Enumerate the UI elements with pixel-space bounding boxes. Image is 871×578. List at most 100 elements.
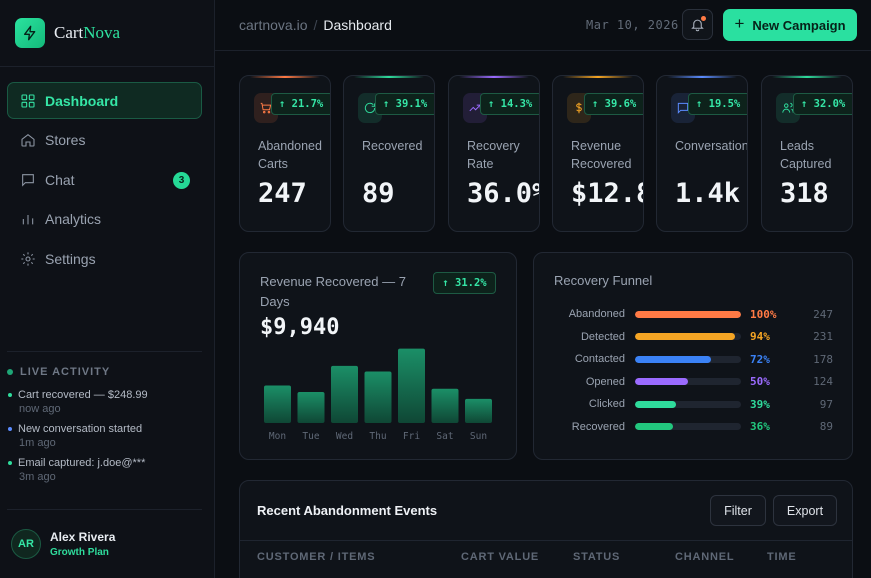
stat-card[interactable]: ↑ 39.6% Revenue Recovered $12.8: [552, 75, 644, 232]
stat-label: Conversations: [675, 139, 748, 153]
column-header-cart-value[interactable]: CART VALUE: [461, 551, 540, 563]
stat-card[interactable]: ↑ 14.3% Recovery Rate 36.0%: [448, 75, 540, 232]
sidebar-item-dashboard[interactable]: Dashboard: [7, 82, 202, 119]
card-accent: [667, 76, 737, 78]
stat-delta-badge: ↑ 14.3%: [480, 93, 539, 115]
chart-tick-label: Sat: [436, 431, 453, 442]
stat-delta-badge: ↑ 32.0%: [793, 93, 852, 115]
activity-dot: [8, 393, 12, 397]
stat-delta-badge: ↑ 39.6%: [584, 93, 643, 115]
breadcrumb-root[interactable]: cartnova.io: [239, 17, 308, 33]
notifications-button[interactable]: [682, 9, 713, 40]
stat-delta-badge: ↑ 39.1%: [375, 93, 434, 115]
bar-chart-icon: [22, 215, 34, 225]
stat-card[interactable]: ↑ 39.1% Recovered 89: [343, 75, 435, 232]
sidebar-item-chat[interactable]: Chat 3: [7, 161, 202, 198]
stat-value: 36.0%: [467, 178, 539, 209]
brand-name: CartNova: [54, 23, 121, 42]
chart-bar-sun[interactable]: [465, 398, 492, 423]
activity-time: 3m ago: [19, 471, 56, 483]
chart-tick-label: Wed: [336, 431, 353, 442]
current-date: Mar 10, 2026: [586, 18, 679, 32]
filter-button[interactable]: Filter: [710, 495, 766, 526]
sidebar-item-analytics[interactable]: Analytics: [7, 201, 202, 238]
column-header-status[interactable]: STATUS: [573, 551, 621, 563]
funnel-bar-track: [635, 333, 741, 340]
card-accent: [459, 76, 529, 78]
sidebar-divider: [7, 351, 202, 352]
stat-card[interactable]: ↑ 19.5% Conversations 1.4k: [656, 75, 748, 232]
funnel-count: 89: [819, 420, 833, 433]
sidebar-item-settings[interactable]: Settings: [7, 240, 202, 277]
activity-dot: [8, 427, 12, 431]
funnel-bar-fill: [635, 378, 688, 385]
funnel-label: Recovered: [571, 420, 625, 433]
chart-bar-sat[interactable]: [431, 388, 459, 423]
activity-text: Cart recovered — $248.99: [18, 389, 148, 401]
new-campaign-button[interactable]: + New Campaign: [723, 9, 857, 41]
live-activity: LIVE ACTIVITY Cart recovered — $248.99 n…: [7, 366, 207, 491]
funnel-count: 247: [813, 307, 833, 321]
stat-card[interactable]: ↑ 21.7% Abandoned Carts 247: [239, 75, 331, 232]
activity-dot: [8, 461, 12, 465]
sidebar-item-label: Settings: [45, 250, 96, 267]
revenue-total: $9,940: [260, 315, 340, 340]
revenue-delta-badge: ↑ 31.2%: [433, 272, 496, 294]
sidebar: CartNova Dashboard Stores Chat 3 Analyti…: [0, 0, 215, 578]
stat-value: 89: [362, 178, 395, 209]
funnel-row-abandoned: Abandoned 100% 247: [534, 306, 852, 322]
chat-icon: [22, 173, 34, 187]
activity-text: Email captured: j.doe@***: [18, 457, 146, 469]
stat-value: 1.4k: [675, 178, 741, 209]
funnel-bar-track: [635, 400, 741, 408]
column-header-time[interactable]: TIME: [767, 551, 797, 563]
funnel-row-detected: Detected 94% 231: [534, 329, 852, 345]
funnel-bar-track: [635, 423, 741, 430]
chart-bar-mon[interactable]: [264, 385, 291, 424]
user-profile[interactable]: AR Alex Rivera Growth Plan: [11, 529, 115, 559]
activity-time: now ago: [19, 403, 61, 415]
funnel-label: Clicked: [588, 398, 625, 410]
activity-text: New conversation started: [18, 423, 143, 435]
card-accent: [772, 76, 842, 78]
activity-time: 1m ago: [19, 437, 56, 449]
grid-icon: [21, 93, 35, 108]
stat-label: Abandoned Carts: [258, 139, 322, 171]
lightning-icon: [15, 18, 45, 48]
funnel-percent: 94%: [750, 330, 770, 343]
live-indicator: [7, 369, 13, 375]
chart-bar-tue[interactable]: [297, 392, 325, 423]
sidebar-item-stores[interactable]: Stores: [7, 122, 202, 159]
funnel-row-contacted: Contacted 72% 178: [534, 351, 852, 367]
brand[interactable]: CartNova: [15, 18, 120, 48]
funnel-bar-fill: [635, 355, 712, 363]
funnel-label: Abandoned: [568, 308, 625, 320]
funnel-bar-track: [635, 310, 741, 318]
recent-events-table: Recent Abandonment Events Filter Export …: [239, 480, 853, 578]
funnel-percent: 36%: [750, 420, 770, 433]
export-button[interactable]: Export: [773, 495, 837, 526]
funnel-percent: 100%: [750, 307, 777, 321]
column-header-channel[interactable]: CHANNEL: [675, 551, 735, 563]
sidebar-item-label: Stores: [45, 132, 86, 148]
breadcrumb-separator: /: [313, 17, 318, 33]
funnel-row-clicked: Clicked 39% 97: [534, 396, 852, 412]
stat-value: 247: [258, 178, 307, 209]
page-title: Dashboard: [323, 17, 392, 33]
stat-card[interactable]: ↑ 32.0% Leads Captured 318: [761, 75, 853, 232]
chart-bar-fri[interactable]: [398, 348, 425, 423]
chart-bar-thu[interactable]: [364, 371, 392, 423]
plus-icon: +: [734, 14, 745, 33]
chart-tick-label: Sun: [470, 431, 487, 442]
funnel-count: 231: [813, 330, 833, 343]
activity-item: New conversation started 1m ago: [7, 423, 207, 449]
notification-dot: [701, 16, 706, 21]
stat-label: Leads Captured: [780, 139, 832, 171]
column-header-customer[interactable]: CUSTOMER / ITEMS: [257, 551, 376, 563]
stat-delta-badge: ↑ 21.7%: [271, 93, 330, 115]
chart-tick-label: Fri: [403, 431, 420, 442]
stat-value: $12.8: [571, 178, 643, 209]
funnel-bar-fill: [635, 423, 674, 430]
chart-bar-wed[interactable]: [331, 365, 358, 423]
top-header: cartnova.io / Dashboard Mar 10, 2026 + New …: [215, 0, 871, 51]
